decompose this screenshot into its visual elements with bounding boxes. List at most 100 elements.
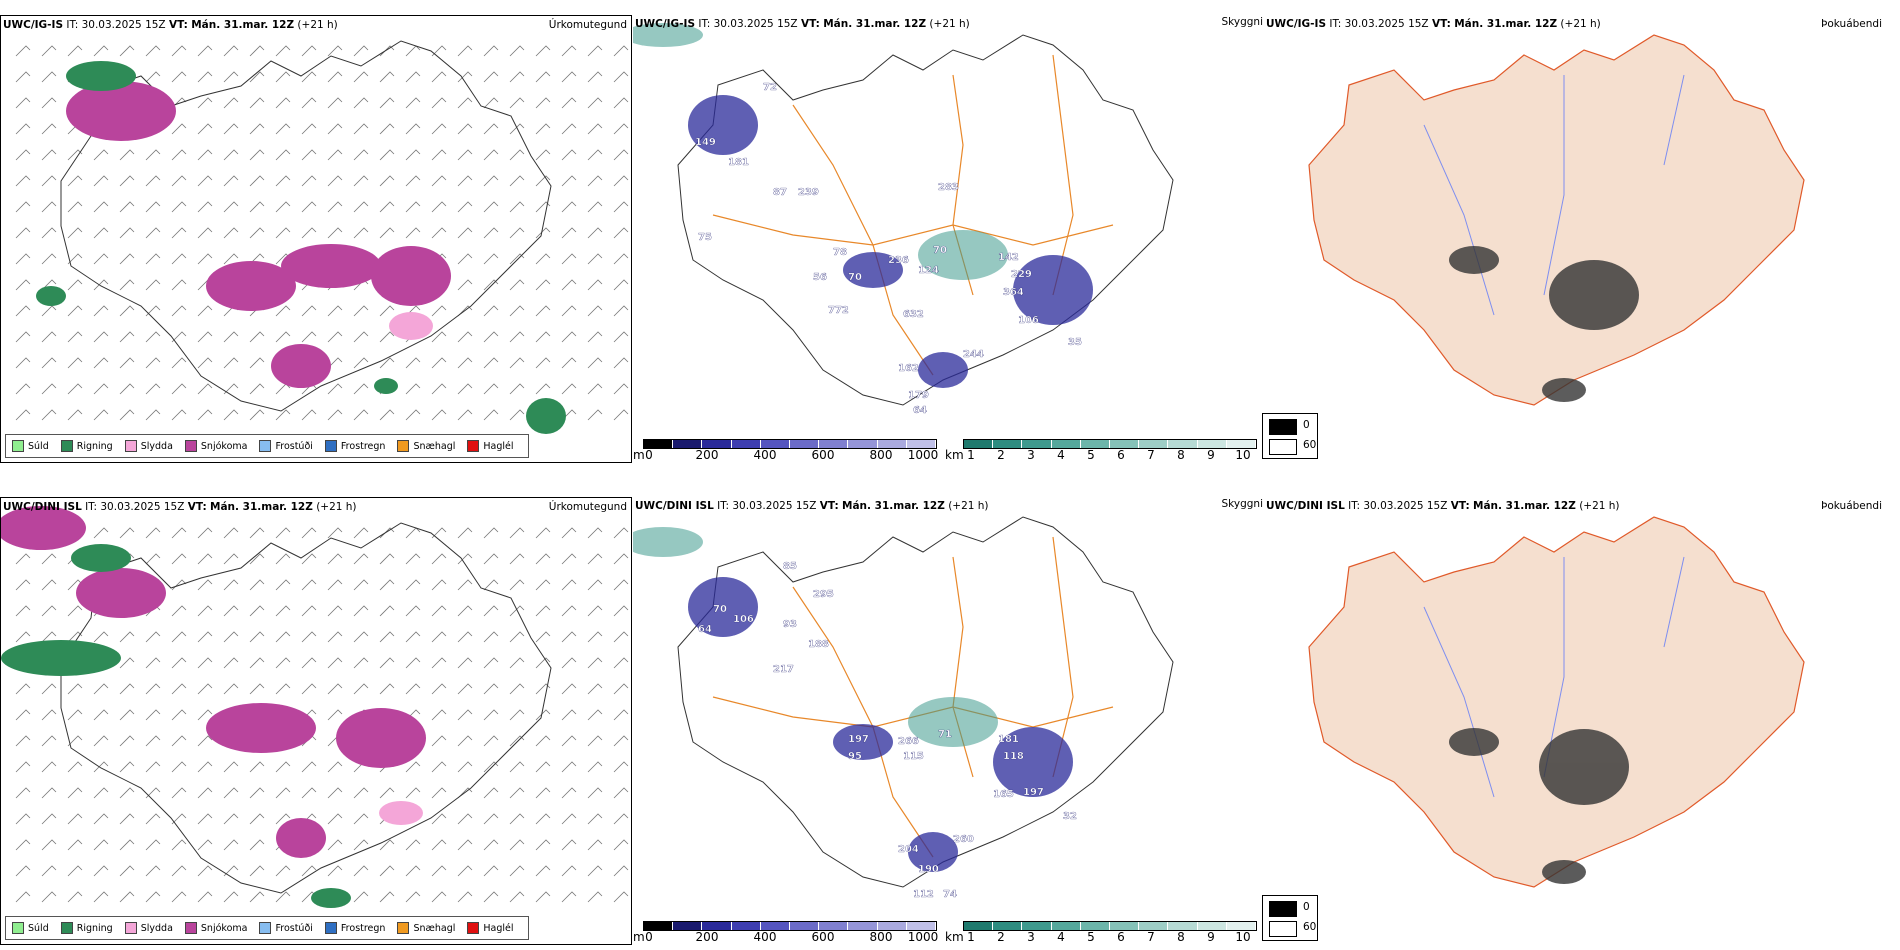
wind-barb xyxy=(535,527,551,539)
wind-barb xyxy=(561,709,577,721)
wind-barb xyxy=(67,787,83,799)
wind-barb xyxy=(249,891,265,903)
tick-label: 5 xyxy=(1087,448,1095,462)
wind-barb xyxy=(483,891,499,903)
wind-barb xyxy=(301,305,317,317)
wind-barb xyxy=(223,175,239,187)
wind-barb xyxy=(379,201,395,213)
wind-barb xyxy=(197,579,213,591)
wind-barb xyxy=(145,839,161,851)
wind-barb xyxy=(15,735,31,747)
ceiling-label: 64 xyxy=(698,624,712,635)
wind-barb xyxy=(223,331,239,343)
wind-barb xyxy=(405,657,421,669)
wind-barb xyxy=(93,45,109,57)
wind-barb xyxy=(223,527,239,539)
wind-barb xyxy=(379,657,395,669)
wind-barb xyxy=(223,253,239,265)
header-bottom-vis: UWC/DINI ISL IT: 30.03.2025 15Z VT: Mán.… xyxy=(635,500,989,512)
wind-barb xyxy=(275,71,291,83)
wind-barb xyxy=(587,605,603,617)
wind-barb xyxy=(327,605,343,617)
wind-barb xyxy=(483,331,499,343)
precip-legend-top: Súld Rigning Slydda Snjókoma Frostúði Fr… xyxy=(5,434,529,458)
wind-barb xyxy=(145,657,161,669)
wind-barb xyxy=(15,605,31,617)
wind-barb xyxy=(93,357,109,369)
legend-swatch xyxy=(124,440,137,452)
wind-barb xyxy=(379,175,395,187)
wind-barb xyxy=(171,409,187,421)
wind-barb xyxy=(561,891,577,903)
wind-barb xyxy=(379,149,395,161)
wind-barb xyxy=(301,605,317,617)
wind-barb xyxy=(93,631,109,643)
wind-barb xyxy=(535,683,551,695)
wind-barb xyxy=(561,71,577,83)
road-network xyxy=(712,536,1114,858)
wind-barb xyxy=(145,201,161,213)
wind-barbs xyxy=(15,527,629,903)
wind-barb xyxy=(561,839,577,851)
wind-barb xyxy=(587,553,603,565)
wind-barb xyxy=(483,683,499,695)
wind-barb xyxy=(483,227,499,239)
wind-barb xyxy=(197,657,213,669)
wind-barb xyxy=(93,735,109,747)
wind-barb xyxy=(379,631,395,643)
wind-barb xyxy=(431,605,447,617)
wind-barb xyxy=(509,409,525,421)
wind-barb xyxy=(613,735,629,747)
wind-barb xyxy=(327,683,343,695)
wind-barb xyxy=(41,383,57,395)
wind-barb xyxy=(171,175,187,187)
tick-label: 8 xyxy=(1177,930,1185,944)
header-top-precip: UWC/IG-IS IT: 30.03.2025 15Z VT: Mán. 31… xyxy=(3,19,338,31)
wind-barb xyxy=(613,201,629,213)
wind-barb xyxy=(223,657,239,669)
wind-barb xyxy=(353,149,369,161)
wind-barb xyxy=(249,865,265,877)
wind-barb xyxy=(15,683,31,695)
wind-barb xyxy=(41,357,57,369)
wind-barb xyxy=(587,813,603,825)
wind-barb xyxy=(119,865,135,877)
sleet-areas xyxy=(379,801,423,825)
tick-label: 2 xyxy=(997,930,1005,944)
wind-barb xyxy=(93,709,109,721)
wind-barb xyxy=(15,553,31,565)
wind-barb xyxy=(483,201,499,213)
wind-barb xyxy=(301,865,317,877)
wind-barb xyxy=(561,527,577,539)
wind-barb xyxy=(301,761,317,773)
wind-barb xyxy=(457,891,473,903)
wind-barb xyxy=(509,839,525,851)
wind-barb xyxy=(41,123,57,135)
wind-barb xyxy=(67,709,83,721)
wind-barb xyxy=(431,657,447,669)
wind-barb xyxy=(171,123,187,135)
tick-label: 6 xyxy=(1117,930,1125,944)
wind-barb xyxy=(301,787,317,799)
legend-swatch xyxy=(397,922,410,934)
wind-barb xyxy=(613,683,629,695)
precip-map-canvas xyxy=(15,40,629,434)
wind-barb xyxy=(327,305,343,317)
wind-barb xyxy=(327,839,343,851)
wind-barb xyxy=(587,527,603,539)
wind-barb xyxy=(613,45,629,57)
wind-barb xyxy=(197,683,213,695)
wind-barb xyxy=(67,865,83,877)
wind-barb xyxy=(41,409,57,421)
wind-barb xyxy=(587,579,603,591)
legend-item: Frostúði xyxy=(259,922,313,934)
legend-label: 60 xyxy=(1303,921,1317,933)
wind-barb xyxy=(379,305,395,317)
wind-barb xyxy=(561,579,577,591)
wind-barb xyxy=(535,787,551,799)
wind-barb xyxy=(613,579,629,591)
ceiling-label: 162 xyxy=(898,363,919,374)
wind-barb xyxy=(41,735,57,747)
wind-barb xyxy=(327,761,343,773)
